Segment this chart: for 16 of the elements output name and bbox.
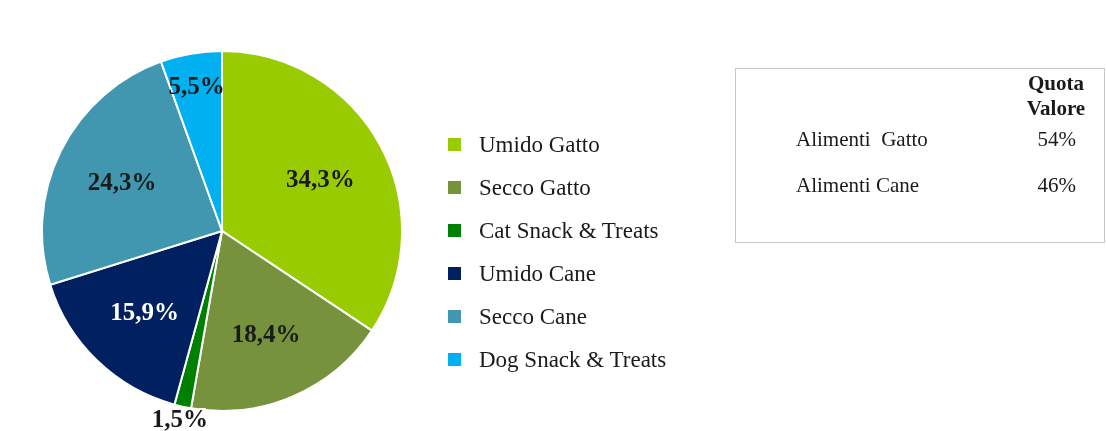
data-label: 34,3% xyxy=(285,164,355,192)
data-label: 15,9% xyxy=(110,297,179,325)
legend-label: Dog Snack & Treats xyxy=(479,346,667,373)
legend-label: Cat Snack & Treats xyxy=(479,217,659,244)
category-label: Alimenti Cane xyxy=(796,173,920,198)
text: Quota Valore xyxy=(1025,71,1087,121)
text: 54% xyxy=(1037,127,1076,151)
data-label: 18,4% xyxy=(231,320,301,348)
category-label: Alimenti Gatto xyxy=(796,127,928,152)
legend-label: Umido Cane xyxy=(479,260,596,287)
legend-label: Umido Gatto xyxy=(479,131,600,158)
legend-label: Secco Gatto xyxy=(479,174,591,201)
data-label: 24,3% xyxy=(87,167,157,195)
data-label: 1,5% xyxy=(151,405,209,431)
legend-label: Secco Cane xyxy=(479,303,587,330)
text: 46% xyxy=(1037,173,1076,197)
